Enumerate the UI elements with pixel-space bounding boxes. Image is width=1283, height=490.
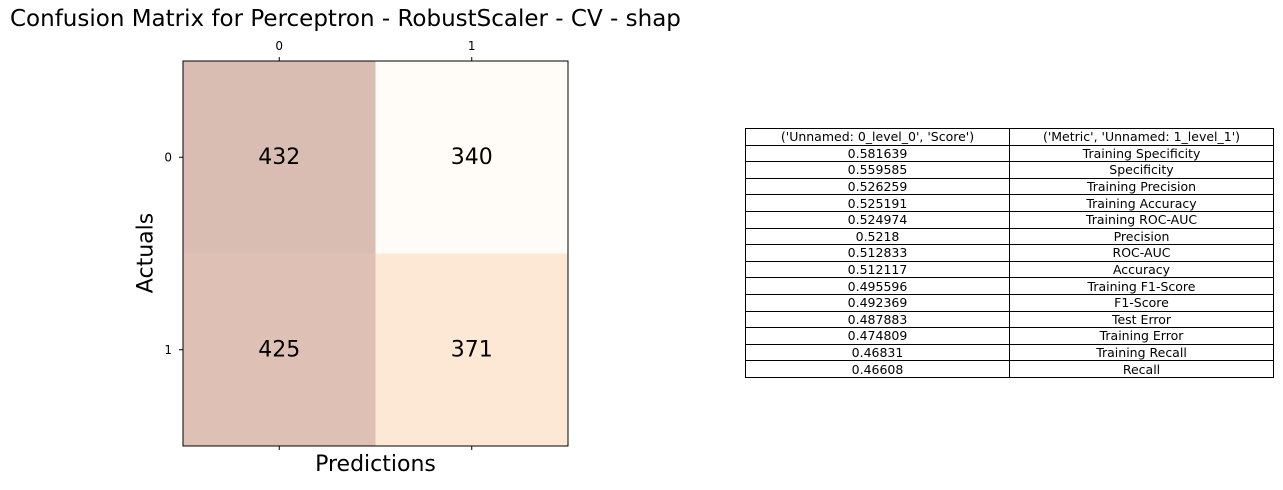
table-row: 0.526259 Training Precision (746, 178, 1274, 195)
metric-cell: F1-Score (1010, 294, 1274, 311)
cell-value-label: 340 (451, 145, 493, 170)
score-cell: 0.5218 (746, 228, 1010, 245)
metric-cell: Training ROC-AUC (1010, 211, 1274, 228)
metric-cell: Precision (1010, 228, 1274, 245)
table-row: 0.492369 F1-Score (746, 294, 1274, 311)
cell-value-label: 371 (451, 337, 493, 362)
table-row: 0.524974 Training ROC-AUC (746, 211, 1274, 228)
x-axis-label: Predictions (183, 452, 568, 477)
metric-cell: Recall (1010, 361, 1274, 378)
table-row: 0.512117 Accuracy (746, 261, 1274, 278)
table-row: 0.46608 Recall (746, 361, 1274, 378)
y-tick-label: 1 (164, 343, 172, 357)
y-tick-label: 0 (164, 150, 172, 164)
table-row: 0.46831 Training Recall (746, 344, 1274, 361)
x-tick-label: 0 (275, 39, 283, 53)
column-header-metric: ('Metric', 'Unnamed: 1_level_1') (1010, 129, 1274, 146)
score-cell: 0.559585 (746, 162, 1010, 179)
score-cell: 0.46831 (746, 344, 1010, 361)
table-row: 0.487883 Test Error (746, 311, 1274, 328)
metric-cell: Specificity (1010, 162, 1274, 179)
metric-cell: Training Recall (1010, 344, 1274, 361)
score-cell: 0.474809 (746, 328, 1010, 345)
score-cell: 0.525191 (746, 195, 1010, 212)
column-header-score: ('Unnamed: 0_level_0', 'Score') (746, 129, 1010, 146)
table-header-row: ('Unnamed: 0_level_0', 'Score') ('Metric… (746, 129, 1274, 146)
score-cell: 0.46608 (746, 361, 1010, 378)
metric-cell: Training F1-Score (1010, 278, 1274, 295)
metric-cell: Accuracy (1010, 261, 1274, 278)
metrics-table: ('Unnamed: 0_level_0', 'Score') ('Metric… (745, 128, 1274, 378)
metric-cell: Training Precision (1010, 178, 1274, 195)
score-cell: 0.487883 (746, 311, 1010, 328)
confusion-matrix-plot: 432 340 425 371 0 1 0 1 (0, 0, 620, 490)
score-cell: 0.495596 (746, 278, 1010, 295)
score-cell: 0.526259 (746, 178, 1010, 195)
cell-value-label: 432 (258, 145, 300, 170)
y-axis-label: Actuals (134, 213, 159, 293)
score-cell: 0.524974 (746, 211, 1010, 228)
cell-value-label: 425 (258, 337, 300, 362)
confusion-matrix: 432 340 425 371 0 1 0 1 Predictions Actuals (0, 0, 620, 490)
score-cell: 0.512833 (746, 245, 1010, 262)
score-cell: 0.581639 (746, 145, 1010, 162)
table-row: 0.581639 Training Specificity (746, 145, 1274, 162)
score-cell: 0.512117 (746, 261, 1010, 278)
table-row: 0.512833 ROC-AUC (746, 245, 1274, 262)
table-row: 0.559585 Specificity (746, 162, 1274, 179)
table-row: 0.5218 Precision (746, 228, 1274, 245)
table-row: 0.474809 Training Error (746, 328, 1274, 345)
table-row: 0.525191 Training Accuracy (746, 195, 1274, 212)
score-cell: 0.492369 (746, 294, 1010, 311)
metric-cell: Training Error (1010, 328, 1274, 345)
x-tick-label: 1 (468, 39, 476, 53)
metric-cell: ROC-AUC (1010, 245, 1274, 262)
metric-cell: Training Specificity (1010, 145, 1274, 162)
table-row: 0.495596 Training F1-Score (746, 278, 1274, 295)
metric-cell: Training Accuracy (1010, 195, 1274, 212)
metric-cell: Test Error (1010, 311, 1274, 328)
